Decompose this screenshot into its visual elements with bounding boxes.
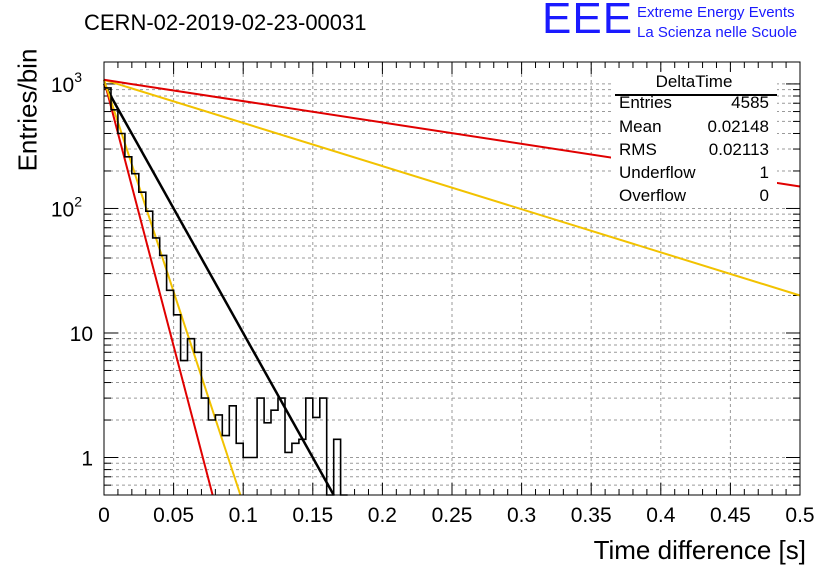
- series-line-red-steep: [103, 79, 214, 496]
- y-axis-label: Entries/bin: [12, 48, 43, 172]
- stats-value: 0: [759, 186, 769, 205]
- histogram-bin: [104, 87, 111, 89]
- histogram-bin: [306, 397, 313, 399]
- x-tick-label: 0: [98, 504, 110, 527]
- series-line-yellow-shallow: [103, 78, 801, 297]
- stats-title: DeltaTime: [655, 72, 733, 91]
- stats-label: Underflow: [619, 163, 696, 182]
- stats-label: Overflow: [619, 186, 687, 205]
- histogram-bin: [257, 397, 264, 399]
- histogram-bin: [188, 338, 195, 340]
- stats-label: Mean: [619, 117, 662, 136]
- histogram-bin: [229, 405, 236, 407]
- histogram-bin: [167, 289, 174, 291]
- histogram-bin: [334, 438, 341, 440]
- stats-row-underflow: Underflow 1: [619, 163, 769, 183]
- x-tick-labels: 0 0.05 0.1 0.15 0.2 0.25 0.3 0.35 0.4 0.45 0.5: [98, 504, 814, 527]
- histogram-bin: [215, 414, 222, 416]
- y-tick-label: 1: [81, 448, 93, 471]
- x-tick-label: 0.25: [432, 504, 473, 527]
- x-tick-label: 0.15: [292, 504, 333, 527]
- x-tick-label: 0.5: [785, 504, 814, 527]
- histogram-bin: [139, 191, 146, 193]
- logo-tagline-1: Extreme Energy Events: [637, 4, 795, 21]
- histogram-bin: [125, 156, 132, 158]
- histogram-bin: [236, 442, 243, 444]
- series-line-fit: [102, 83, 335, 496]
- histogram-bin: [264, 422, 271, 424]
- stats-row-rms: RMS 0.02113: [619, 140, 769, 160]
- x-tick-label: 0.3: [507, 504, 536, 527]
- series-line-yellow-steep: [103, 79, 242, 496]
- y-tick-label: 103: [51, 69, 82, 97]
- eee-logo: EEE: [542, 0, 634, 43]
- x-tick-label: 0.1: [229, 504, 258, 527]
- histogram-bin: [194, 351, 201, 353]
- logo-tagline-2: La Scienza nelle Scuole: [637, 24, 798, 41]
- stats-row-overflow: Overflow 0: [619, 186, 769, 206]
- histogram-bin: [278, 397, 285, 399]
- histogram-bin: [299, 438, 306, 440]
- histogram-bin: [208, 419, 215, 421]
- histogram-bin: [181, 360, 188, 362]
- x-tick-label: 0.4: [646, 504, 676, 527]
- histogram-bin: [313, 416, 320, 418]
- y-tick-labels: 1 10 102 103: [51, 69, 93, 471]
- stats-row-mean: Mean 0.02148: [619, 117, 769, 137]
- histogram-bin: [243, 457, 250, 459]
- stats-value: 1: [759, 163, 769, 182]
- histogram-bin: [132, 173, 139, 175]
- histogram-bin: [222, 435, 229, 437]
- histogram-bin: [111, 109, 118, 111]
- x-tick-label: 0.05: [153, 504, 194, 527]
- stats-divider: [615, 94, 777, 96]
- histogram-bin: [201, 397, 208, 399]
- histogram-bin: [271, 409, 278, 411]
- histogram-bin: [146, 210, 153, 212]
- histogram-bin: [174, 314, 181, 316]
- stats-value: 4585: [731, 93, 769, 112]
- x-axis-label: Time difference [s]: [593, 535, 806, 565]
- histogram-bin: [153, 237, 160, 239]
- histogram-bin: [320, 397, 327, 399]
- histogram-bin: [292, 442, 299, 444]
- y-tick-label: 10: [70, 323, 93, 346]
- x-tick-label: 0.2: [368, 504, 397, 527]
- stats-value: 0.02148: [707, 117, 769, 136]
- x-tick-label: 0.45: [710, 504, 751, 527]
- histogram: [104, 87, 348, 496]
- histogram-bin: [285, 451, 292, 453]
- histogram-outline: [104, 87, 348, 496]
- x-tick-label: 0.35: [571, 504, 612, 527]
- histogram-bin: [160, 254, 167, 256]
- histogram-bin: [250, 457, 257, 459]
- chart-title: CERN-02-2019-02-23-00031: [84, 10, 367, 35]
- stats-label: RMS: [619, 140, 657, 159]
- grid: [104, 62, 800, 496]
- plot-frame: [103, 61, 801, 496]
- histogram-bin: [118, 132, 125, 134]
- stats-box: DeltaTime Entries 4585 Mean 0.02148 RMS …: [611, 72, 777, 208]
- stats-value: 0.02113: [708, 140, 769, 159]
- stats-label: Entries: [619, 93, 672, 112]
- stats-row-entries: Entries 4585: [619, 93, 769, 113]
- y-tick-label: 102: [51, 193, 82, 221]
- axis-ticks: [103, 62, 801, 496]
